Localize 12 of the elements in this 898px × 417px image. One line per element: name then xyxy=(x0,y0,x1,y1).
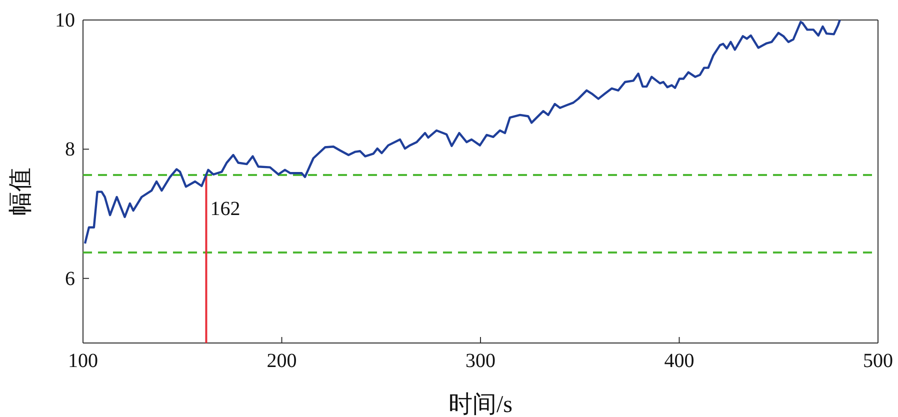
y-tick-label: 6 xyxy=(65,268,75,290)
y-axis-title: 幅值 xyxy=(8,168,34,216)
x-tick-label: 500 xyxy=(863,350,893,372)
line-series xyxy=(84,18,841,245)
x-tick-label: 200 xyxy=(266,350,297,372)
x-axis-title: 时间/s xyxy=(448,392,513,417)
x-tick-label: 400 xyxy=(664,350,694,372)
y-tick-label: 8 xyxy=(65,138,75,161)
y-tick-label: 10 xyxy=(55,9,75,32)
x-tick-label: 300 xyxy=(466,350,496,372)
x-tick-label: 100 xyxy=(68,350,98,372)
ref-line-label: 162 xyxy=(210,198,240,220)
